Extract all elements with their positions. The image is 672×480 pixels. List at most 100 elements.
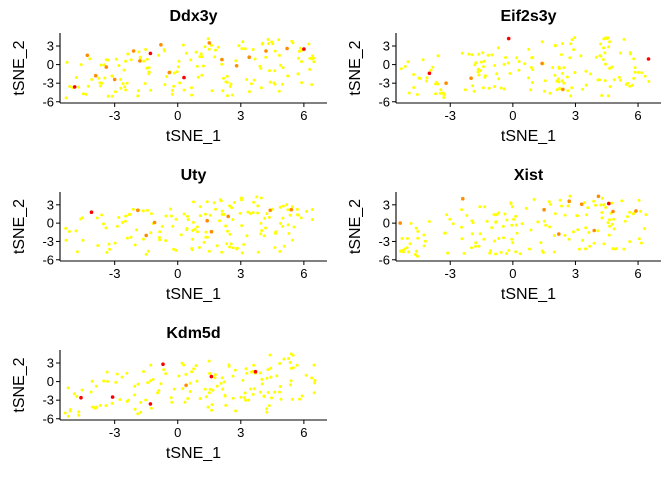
scatter-point [632, 76, 636, 80]
scatter-point [186, 218, 190, 222]
expression-point [104, 65, 109, 69]
scatter-point [223, 394, 227, 398]
scatter-point [183, 400, 187, 404]
scatter-point [544, 223, 548, 227]
scatter-point [204, 230, 208, 234]
y-tick-label: 0 [47, 374, 54, 389]
scatter-point [264, 226, 267, 230]
scatter-point [297, 56, 301, 60]
scatter-point [409, 221, 413, 225]
panel-title: Xist [514, 167, 544, 184]
expression-point [148, 51, 153, 56]
scatter-point [628, 84, 632, 88]
scatter-point [600, 211, 604, 214]
scatter-point [289, 379, 293, 383]
scatter-point [629, 52, 632, 56]
scatter-point [244, 367, 248, 371]
scatter-point [479, 60, 483, 64]
scatter-point [105, 250, 109, 254]
scatter-point [611, 247, 615, 251]
scatter-point [273, 246, 277, 249]
y-tick-label: 3 [47, 356, 54, 371]
scatter-point [243, 391, 247, 395]
scatter-point [312, 391, 316, 395]
scatter-point [228, 232, 232, 236]
scatter-point [603, 79, 607, 83]
scatter-point [264, 55, 268, 59]
scatter-point [603, 51, 607, 55]
scatter-point [606, 221, 610, 225]
expression-point [285, 46, 289, 51]
scatter-point [230, 206, 234, 210]
scatter-point [147, 70, 151, 74]
scatter-point [107, 242, 111, 246]
scatter-point [273, 82, 277, 86]
scatter-point [229, 82, 233, 86]
scatter-point [181, 43, 185, 47]
scatter-point [213, 376, 217, 380]
scatter-point [577, 247, 581, 251]
scatter-point [77, 413, 81, 417]
scatter-point [243, 47, 247, 51]
y-tick-label: -6 [42, 94, 54, 109]
scatter-point [558, 198, 562, 202]
scatter-point [195, 225, 199, 229]
scatter-point [573, 36, 577, 40]
scatter-point [125, 371, 129, 375]
scatter-point [81, 238, 85, 242]
expression-point [131, 49, 136, 53]
y-axis-title: tSNE_2 [11, 199, 28, 254]
scatter-point [581, 87, 584, 91]
scatter-point [209, 43, 213, 47]
scatter-point [124, 59, 127, 63]
scatter-point [245, 78, 249, 81]
scatter-point [251, 48, 255, 51]
scatter-point [81, 92, 85, 96]
scatter-point [617, 75, 621, 79]
scatter-point [278, 385, 282, 388]
scatter-point [477, 73, 481, 77]
scatter-point [310, 83, 314, 87]
scatter-point [80, 388, 84, 392]
scatter-point [208, 213, 212, 217]
y-tick-label: -6 [42, 411, 54, 426]
scatter-point [125, 81, 129, 85]
scatter-point [252, 200, 256, 204]
scatter-point [637, 237, 641, 241]
scatter-point [137, 89, 140, 93]
scatter-point [567, 237, 571, 241]
scatter-point [181, 387, 185, 391]
expression-point [557, 232, 561, 236]
scatter-point [529, 65, 533, 69]
scatter-point [248, 212, 252, 216]
scatter-point [514, 214, 518, 218]
scatter-point [260, 382, 264, 386]
scatter-point [553, 234, 556, 237]
expression-point [540, 61, 544, 66]
scatter-point [186, 397, 190, 400]
scatter-point [149, 88, 153, 92]
scatter-point [637, 198, 641, 202]
scatter-point [566, 89, 570, 93]
scatter-point [488, 251, 492, 255]
y-axis-title: tSNE_2 [11, 357, 28, 412]
scatter-point [133, 243, 137, 247]
scatter-point [145, 57, 149, 61]
scatter-point [256, 250, 260, 254]
scatter-point [527, 47, 531, 51]
scatter-point [115, 372, 119, 376]
scatter-point [470, 246, 473, 250]
x-axis-title: tSNE_1 [501, 286, 556, 303]
scatter-point [197, 246, 201, 249]
scatter-point [214, 207, 217, 211]
expression-point [152, 220, 157, 225]
scatter-point [608, 85, 612, 89]
scatter-point [547, 200, 551, 204]
scatter-point [592, 199, 596, 203]
scatter-point [213, 373, 217, 377]
x-axis-title: tSNE_1 [501, 128, 556, 145]
scatter-point [91, 405, 94, 409]
scatter-point [241, 378, 245, 382]
scatter-point [146, 381, 150, 385]
scatter-point [240, 47, 244, 51]
